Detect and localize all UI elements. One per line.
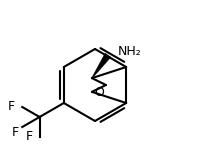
Text: F: F: [8, 100, 15, 114]
Polygon shape: [92, 53, 111, 78]
Text: F: F: [26, 131, 33, 143]
Text: NH₂: NH₂: [118, 45, 142, 58]
Text: O: O: [94, 86, 104, 99]
Text: F: F: [12, 125, 19, 138]
